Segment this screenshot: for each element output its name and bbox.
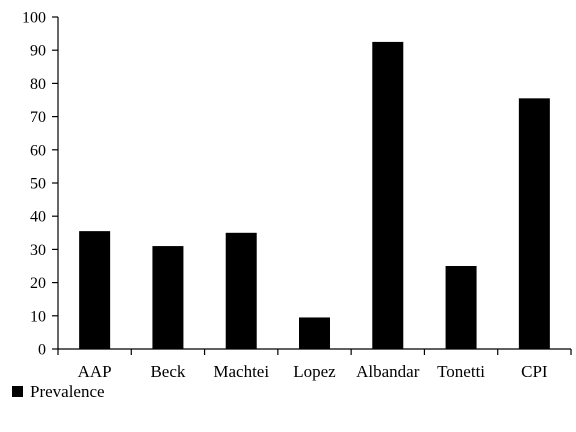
x-category-label: Albandar xyxy=(356,362,420,381)
y-tick-label: 100 xyxy=(22,10,46,27)
bar-aap xyxy=(79,231,111,349)
y-tick-label: 50 xyxy=(30,176,46,193)
x-category-label: Beck xyxy=(150,362,185,381)
bar-beck xyxy=(152,246,184,349)
y-tick-label: 70 xyxy=(30,109,46,126)
bar-lopez xyxy=(299,317,330,349)
x-category-label: Tonetti xyxy=(437,362,485,381)
x-category-label: CPI xyxy=(521,362,548,381)
y-tick-label: 80 xyxy=(30,76,46,93)
y-tick-label: 40 xyxy=(30,209,46,226)
bar-albandar xyxy=(372,41,404,350)
y-axis: 0 10 20 30 40 50 60 70 80 90 100 xyxy=(22,10,58,359)
bar-cpi xyxy=(518,98,550,349)
bar-machtei xyxy=(225,232,257,349)
legend-label-prevalence: Prevalence xyxy=(30,382,105,401)
x-axis: AAP Beck Machtei Lopez Albandar Tonetti CPI xyxy=(57,349,572,381)
y-tick-label: 0 xyxy=(38,342,46,359)
bar-tonetti xyxy=(445,266,477,349)
x-category-label: Machtei xyxy=(213,362,269,381)
y-tick-label: 60 xyxy=(30,142,46,159)
y-tick-label: 90 xyxy=(30,43,46,60)
y-tick-label: 10 xyxy=(30,308,46,325)
x-category-label: Lopez xyxy=(293,362,336,381)
x-category-label: AAP xyxy=(78,362,112,381)
legend-swatch xyxy=(12,386,23,397)
legend: Prevalence xyxy=(12,382,105,401)
y-tick-label: 30 xyxy=(30,242,46,259)
y-tick-label: 20 xyxy=(30,275,46,292)
bars xyxy=(79,41,550,350)
